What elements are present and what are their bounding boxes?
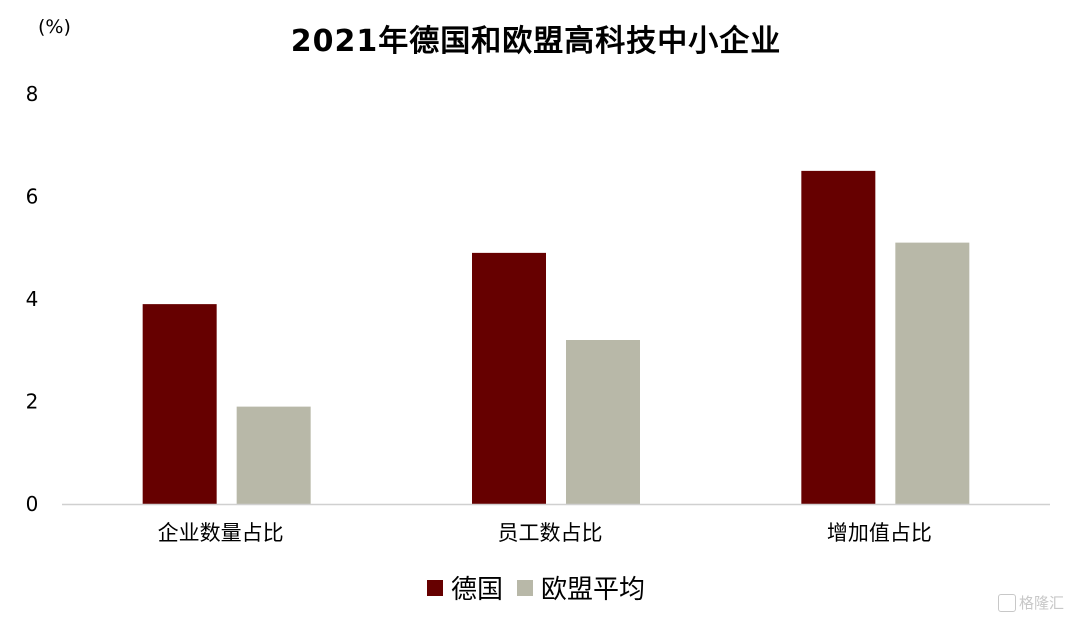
bar-eu-average [566, 340, 640, 504]
watermark-text: 格隆汇 [1018, 594, 1064, 612]
legend-label: 德国 [450, 575, 503, 605]
bar-chart: 0 2 4 6 8 企业数量占比 员工数占比 增加值占比 [26, 82, 1050, 545]
legend-swatch [426, 579, 443, 596]
y-tick-label: 0 [26, 492, 39, 516]
legend-item: 德国 [426, 569, 503, 606]
chart-title: 2021年德国和欧盟高科技中小企业 [290, 24, 782, 59]
x-category-label: 企业数量占比 [158, 521, 284, 545]
y-tick-label: 8 [26, 82, 39, 106]
legend-item: 欧盟平均 [517, 569, 645, 606]
bar-germany [472, 252, 546, 504]
x-category-label: 员工数占比 [498, 521, 603, 545]
y-tick-label: 6 [26, 185, 39, 209]
x-category-label: 增加值占比 [827, 521, 932, 545]
watermark-logo-icon [997, 593, 1016, 612]
y-tick-label: 2 [26, 390, 39, 414]
y-tick-label: 4 [26, 287, 39, 311]
bar-germany [142, 304, 217, 504]
legend-swatch [517, 579, 533, 596]
bar-eu-average [236, 406, 311, 504]
bar-eu-average [895, 242, 970, 504]
bar-germany [801, 170, 876, 504]
legend: 德国 欧盟平均 [0, 569, 1072, 606]
watermark: 格隆汇 [997, 592, 1064, 613]
y-axis-unit: (%) [38, 16, 71, 38]
legend-label: 欧盟平均 [541, 575, 646, 605]
